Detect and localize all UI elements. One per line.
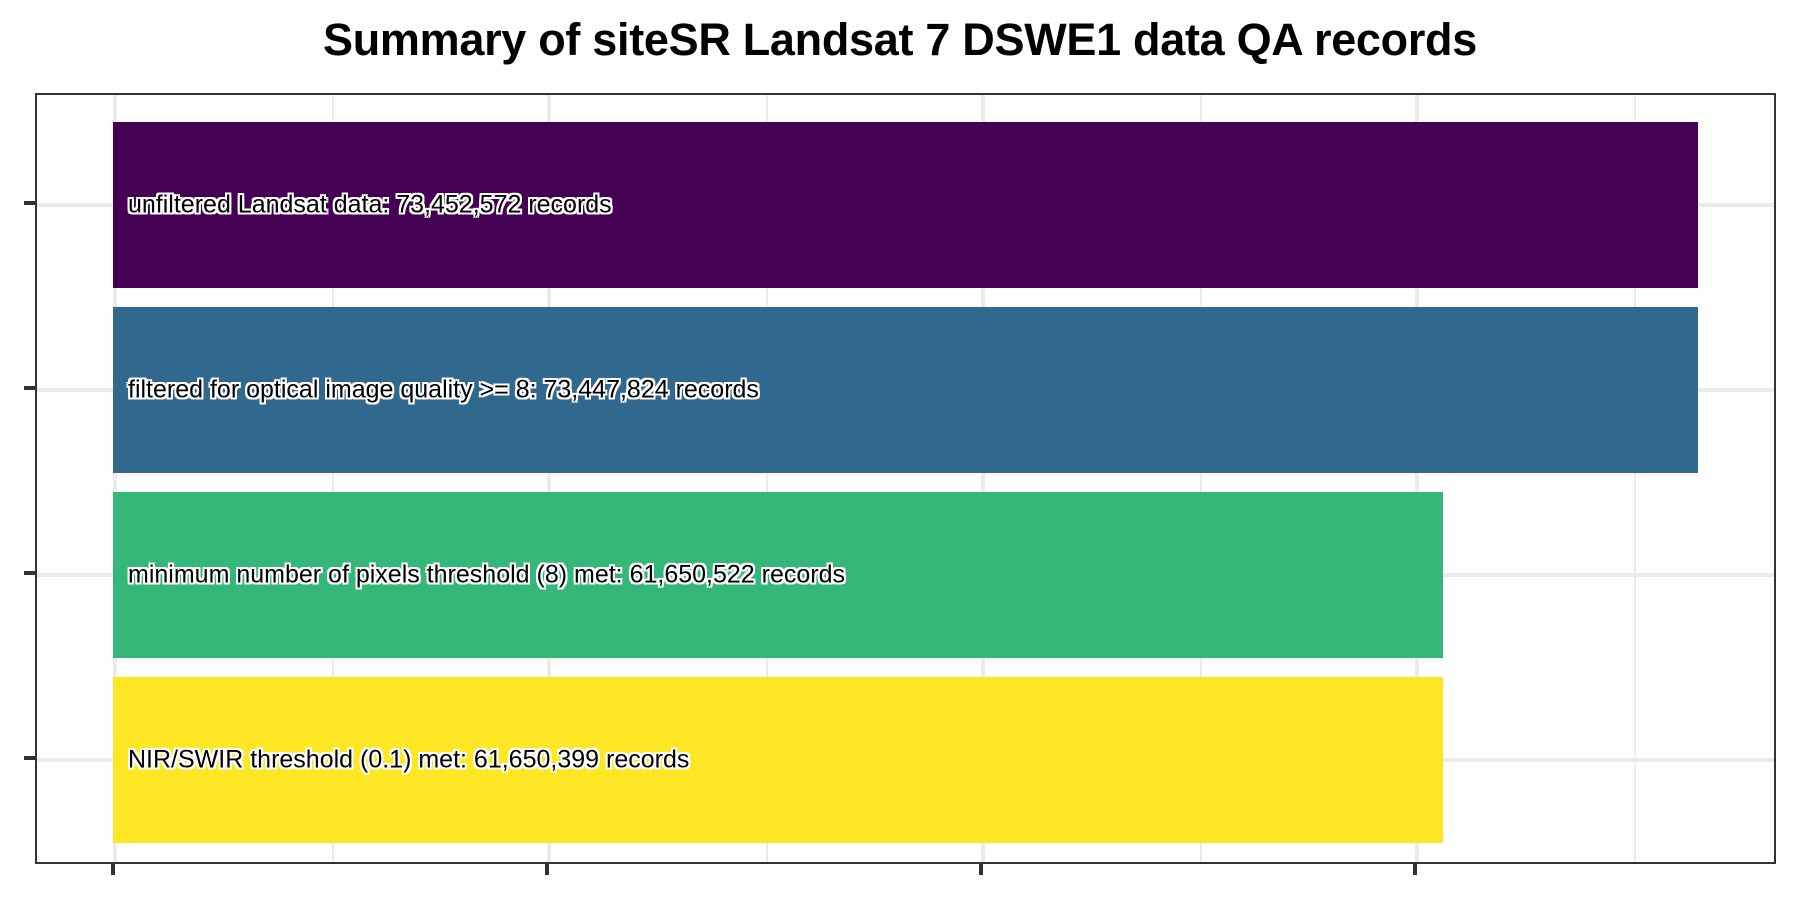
y-axis-tick xyxy=(24,571,35,575)
chart-title: Summary of siteSR Landsat 7 DSWE1 data Q… xyxy=(323,14,1477,65)
bar-optical-quality: filtered for optical image quality >= 8:… xyxy=(113,307,1698,473)
x-axis-tick xyxy=(111,864,115,875)
x-minor-gridline xyxy=(1634,95,1636,862)
x-major-gridline xyxy=(547,95,551,862)
bar-min-pixels: minimum number of pixels threshold (8) m… xyxy=(113,492,1443,658)
y-axis-tick xyxy=(24,756,35,760)
bar-nir-swir: NIR/SWIR threshold (0.1) met: 61,650,399… xyxy=(113,677,1443,843)
x-major-gridline xyxy=(113,95,117,862)
bar-label: filtered for optical image quality >= 8:… xyxy=(128,375,759,404)
x-major-gridline xyxy=(1415,95,1419,862)
x-minor-gridline xyxy=(332,95,334,862)
x-minor-gridline xyxy=(1200,95,1202,862)
x-axis-tick xyxy=(545,864,549,875)
y-axis-tick xyxy=(24,201,35,205)
bar-label: unfiltered Landsat data: 73,452,572 reco… xyxy=(128,190,612,219)
bar-label: minimum number of pixels threshold (8) m… xyxy=(128,560,845,589)
plot-panel: unfiltered Landsat data: 73,452,572 reco… xyxy=(35,93,1776,864)
y-axis-tick xyxy=(24,386,35,390)
bar-label: NIR/SWIR threshold (0.1) met: 61,650,399… xyxy=(128,745,690,774)
x-major-gridline xyxy=(981,95,985,862)
x-axis-tick xyxy=(979,864,983,875)
x-minor-gridline xyxy=(766,95,768,862)
bar-unfiltered: unfiltered Landsat data: 73,452,572 reco… xyxy=(113,122,1698,288)
x-axis-tick xyxy=(1413,864,1417,875)
